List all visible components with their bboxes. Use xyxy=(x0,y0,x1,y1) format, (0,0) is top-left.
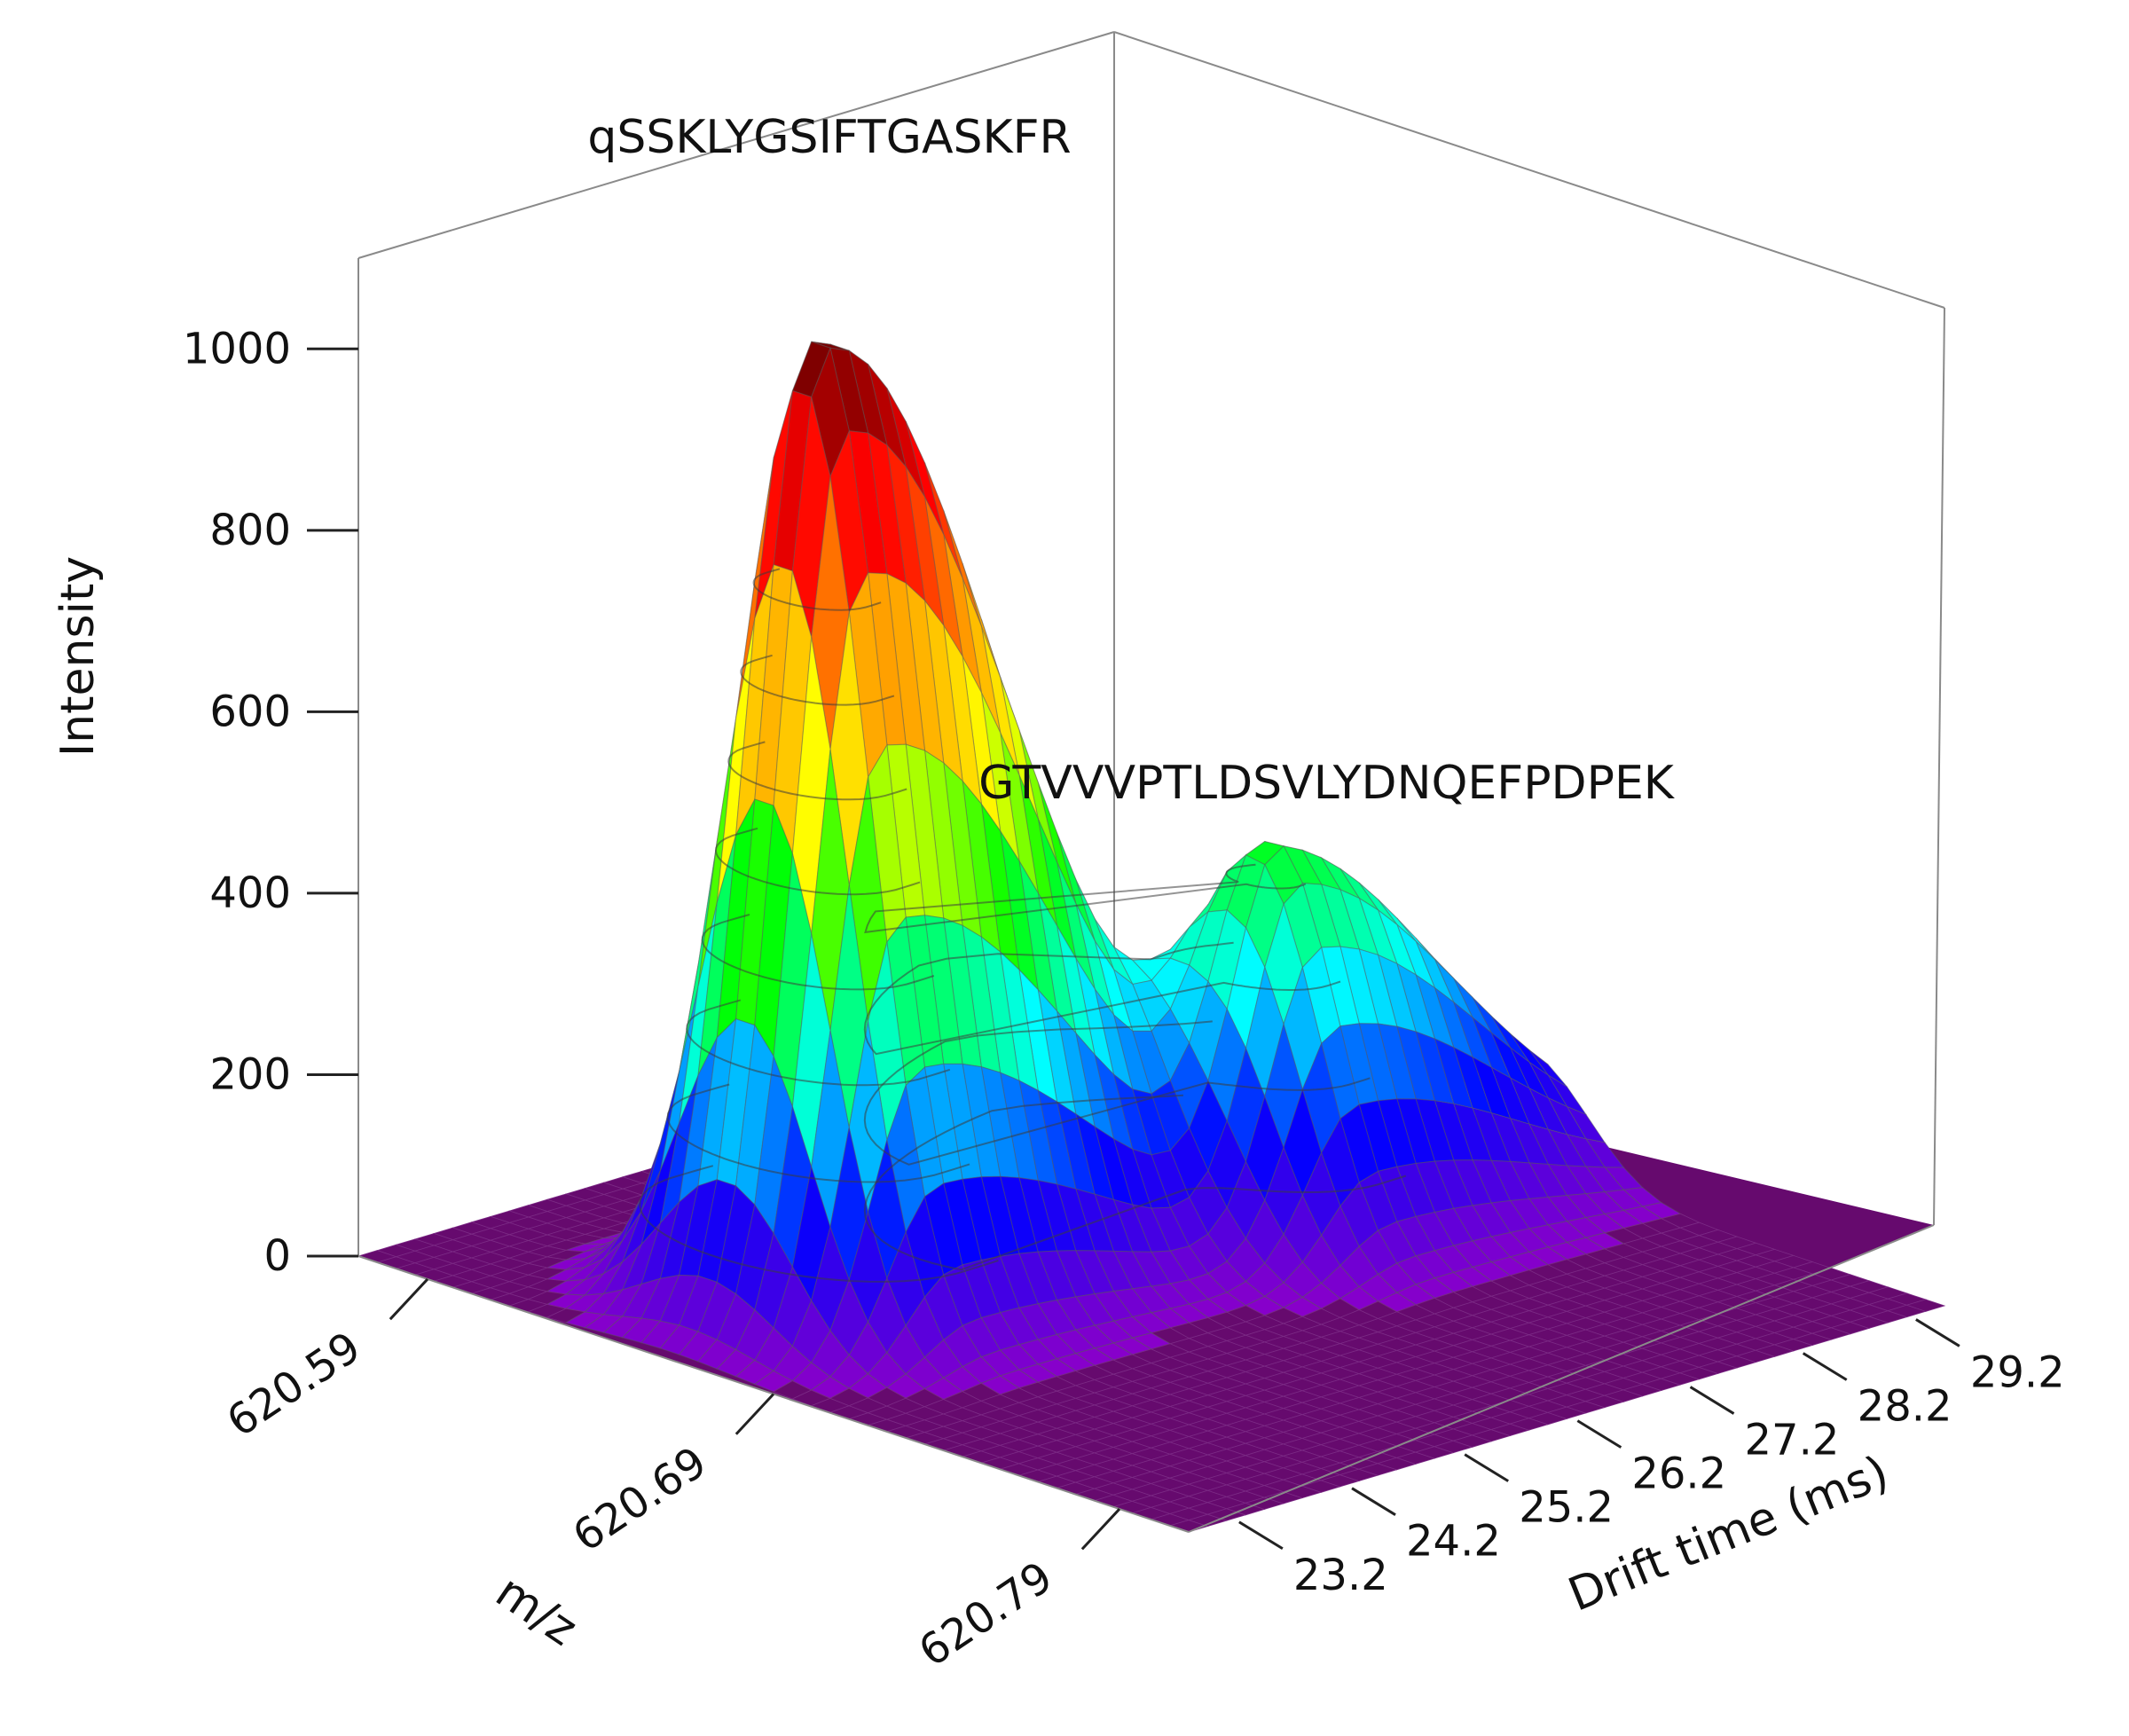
y-tick-label: 28.2 xyxy=(1858,1381,1952,1431)
z-tick-label: 600 xyxy=(209,687,291,736)
x-axis-title: m/z xyxy=(486,1565,586,1656)
axis-ticks xyxy=(307,347,1960,1551)
contour-line xyxy=(863,941,1341,1056)
box-edge-right xyxy=(1933,307,1945,1226)
contour-line xyxy=(752,568,882,611)
z-tick-label: 400 xyxy=(209,868,291,918)
y-tick xyxy=(1351,1487,1396,1516)
y-tick-label: 25.2 xyxy=(1519,1483,1614,1533)
box-edge-top-right xyxy=(1113,31,1945,309)
contour-line xyxy=(727,741,907,801)
z-axis-title: Intensity xyxy=(51,556,105,757)
y-tick-label: 29.2 xyxy=(1970,1347,2065,1397)
peak-label-1: qSSKLYGSIFTGASKFR xyxy=(587,111,1071,164)
contour-line xyxy=(740,654,895,706)
z-tick-label: 0 xyxy=(263,1231,291,1281)
y-tick xyxy=(1802,1352,1848,1381)
contour-line xyxy=(701,914,935,991)
y-tick-label: 24.2 xyxy=(1406,1517,1501,1567)
y-tick xyxy=(1915,1318,1960,1347)
x-tick-label: 620.59 xyxy=(218,1323,370,1447)
z-tick-label: 800 xyxy=(209,506,291,555)
box-edge-top-left xyxy=(357,31,1115,259)
x-tick xyxy=(1080,1508,1121,1551)
x-tick xyxy=(735,1393,775,1435)
y-tick xyxy=(1238,1520,1284,1551)
x-tick-label: 620.69 xyxy=(564,1437,716,1561)
y-tick xyxy=(1576,1419,1622,1449)
contour-line xyxy=(864,863,1307,934)
z-tick-label: 200 xyxy=(209,1049,291,1099)
z-tick-label: 1000 xyxy=(183,324,291,373)
y-tick xyxy=(1464,1453,1509,1482)
contour-line xyxy=(863,1094,1407,1271)
y-tick-label: 26.2 xyxy=(1631,1449,1726,1499)
y-axis-title: Drift time (ms) xyxy=(1561,1446,1896,1622)
x-tick-label: 620.79 xyxy=(910,1552,1062,1677)
y-tick xyxy=(1689,1386,1735,1415)
y-tick-label: 23.2 xyxy=(1293,1551,1388,1600)
surface-mesh xyxy=(357,341,1946,1533)
contour-line xyxy=(714,827,921,896)
x-tick xyxy=(389,1277,429,1321)
contour-line xyxy=(639,1165,999,1283)
axis-box-back xyxy=(357,31,1945,1256)
contour-line xyxy=(686,999,951,1087)
y-tick-label: 27.2 xyxy=(1745,1416,1840,1465)
peak-label-2: GTVVVPTLDSVLYDNQEFPDPEK xyxy=(978,757,1676,810)
box-edge-floor-front-right xyxy=(1188,1224,1935,1533)
contour-line xyxy=(863,1020,1371,1166)
contour-line xyxy=(666,1083,970,1183)
